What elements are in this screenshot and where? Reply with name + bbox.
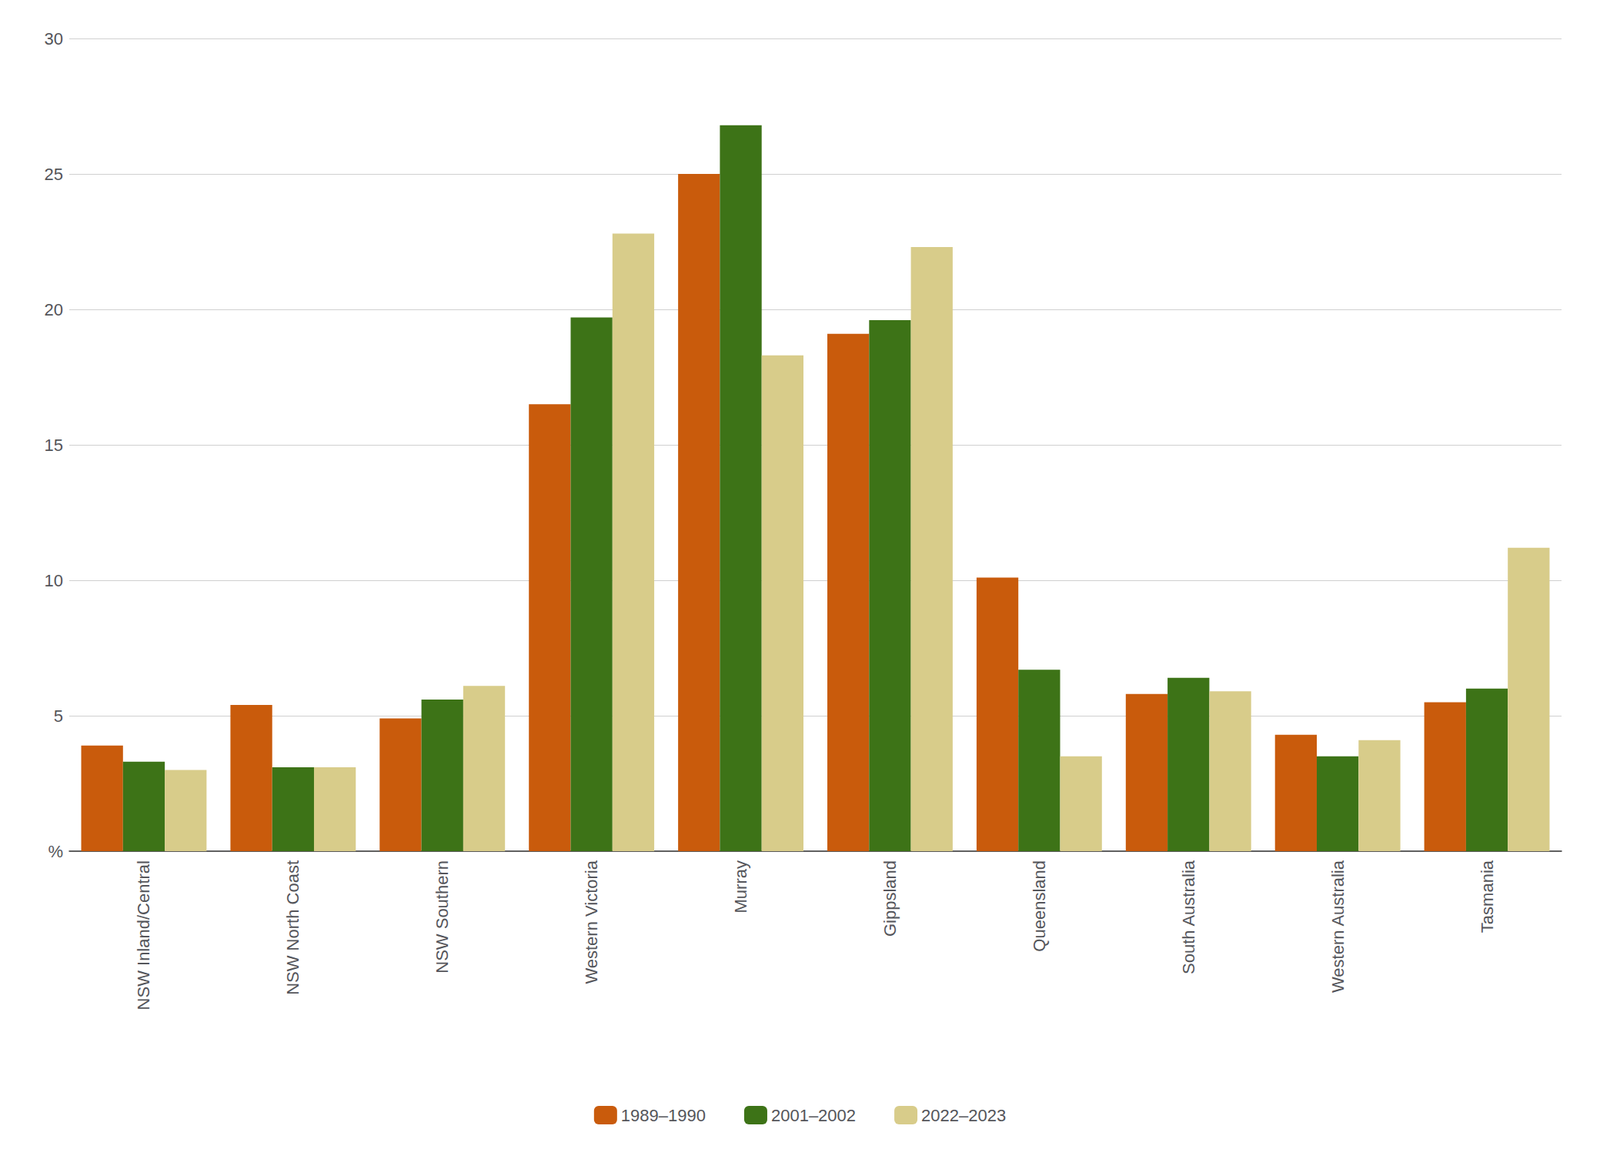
svg-text:2001–2002: 2001–2002 (771, 1105, 856, 1126)
svg-text:30: 30 (44, 29, 64, 49)
svg-text:%: % (47, 841, 64, 862)
svg-text:Gippsland: Gippsland (880, 860, 900, 937)
svg-text:Western Australia: Western Australia (1328, 859, 1348, 993)
svg-text:Queensland: Queensland (1029, 860, 1049, 952)
svg-text:South Australia: South Australia (1179, 859, 1199, 975)
svg-text:2022–2023: 2022–2023 (921, 1105, 1006, 1126)
svg-text:5: 5 (53, 706, 64, 726)
svg-text:Tasmania: Tasmania (1477, 859, 1497, 933)
svg-text:Western Victoria: Western Victoria (581, 859, 602, 984)
svg-text:NSW Southern: NSW Southern (432, 860, 452, 974)
svg-text:20: 20 (44, 300, 64, 320)
svg-text:NSW North Coast: NSW North Coast (283, 860, 303, 996)
svg-text:15: 15 (44, 435, 64, 455)
svg-text:25: 25 (44, 164, 64, 184)
svg-text:Murray: Murray (731, 860, 751, 913)
svg-text:1989–1990: 1989–1990 (621, 1105, 706, 1126)
svg-text:NSW Inland/Central: NSW Inland/Central (133, 860, 154, 1010)
svg-text:10: 10 (44, 571, 64, 591)
